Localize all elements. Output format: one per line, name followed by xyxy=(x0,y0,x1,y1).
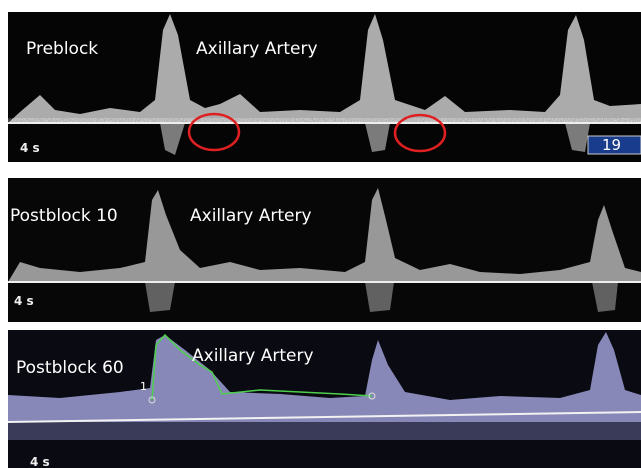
panel-title: Axillary Artery xyxy=(192,346,314,366)
panel-background xyxy=(8,178,641,322)
panel-title: Axillary Artery xyxy=(196,39,318,59)
trace-marker: 1 xyxy=(140,380,147,393)
panel-background xyxy=(8,12,641,162)
panel-title: Axillary Artery xyxy=(190,206,312,226)
reverse-flow xyxy=(8,422,641,440)
panel-label: Postblock 10 xyxy=(10,206,118,226)
page: 19 Preblock Axillary Artery 4 s Postbloc… xyxy=(0,0,641,468)
panel-postblock-60: Postblock 60 Axillary Artery 1 4 s xyxy=(8,330,641,468)
time-scale: 4 s xyxy=(30,455,50,468)
panel-label: Preblock xyxy=(26,39,98,59)
doppler-figure: 19 Preblock Axillary Artery 4 s Postbloc… xyxy=(0,0,641,468)
time-scale: 4 s xyxy=(20,141,40,155)
panel-label: Postblock 60 xyxy=(16,358,124,378)
readout: 19 xyxy=(602,136,621,154)
time-scale: 4 s xyxy=(14,294,34,308)
panel-preblock: 19 Preblock Axillary Artery 4 s xyxy=(8,12,641,162)
panel-postblock-10: Postblock 10 Axillary Artery 4 s xyxy=(8,178,641,322)
